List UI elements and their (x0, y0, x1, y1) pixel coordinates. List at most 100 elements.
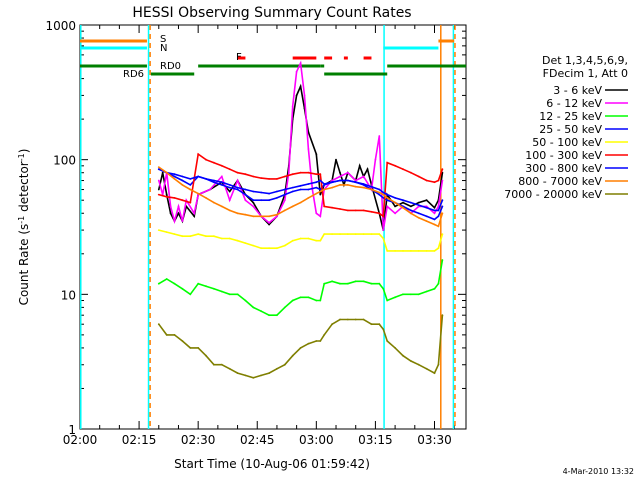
data-point (402, 206, 404, 209)
x-tick-label: 02:15 (122, 433, 157, 447)
data-point (319, 299, 322, 302)
data-point (252, 205, 255, 208)
data-point (283, 188, 286, 191)
data-point (189, 178, 192, 180)
data-point (323, 282, 326, 285)
data-point (181, 287, 184, 290)
data-point (441, 233, 444, 236)
data-point (378, 233, 381, 236)
data-point (295, 70, 298, 73)
data-point (437, 363, 440, 366)
data-point (173, 175, 176, 178)
data-point (303, 94, 306, 97)
data-point (323, 183, 326, 185)
data-point (197, 233, 200, 236)
data-point (433, 212, 436, 215)
data-point (193, 215, 196, 218)
data-point (220, 181, 223, 184)
data-point (283, 209, 286, 212)
data-point (197, 175, 200, 178)
data-point (157, 166, 160, 169)
data-point (252, 190, 255, 193)
data-point (425, 215, 428, 218)
data-point (346, 179, 349, 182)
data-point (346, 184, 349, 186)
data-point (441, 259, 444, 261)
data-point (244, 242, 247, 245)
data-point (346, 209, 349, 212)
data-point (228, 184, 231, 186)
data-point (331, 179, 333, 182)
data-point (260, 310, 263, 313)
data-point (437, 247, 440, 250)
data-point (283, 363, 286, 366)
data-point (209, 188, 211, 191)
data-point (213, 201, 215, 204)
data-point (205, 285, 207, 288)
data-point (169, 205, 172, 208)
data-point (402, 168, 404, 171)
data-point (299, 201, 302, 204)
data-point (382, 237, 385, 240)
y-axis-label-sup-1: -1 (17, 216, 26, 224)
data-point (394, 164, 396, 167)
data-point (433, 209, 436, 212)
data-point (169, 212, 172, 215)
data-point (260, 199, 263, 202)
data-point (205, 158, 207, 161)
data-point (354, 233, 357, 236)
data-point (386, 193, 389, 196)
data-point (189, 347, 192, 349)
data-point (410, 171, 412, 174)
data-point (386, 197, 389, 199)
data-point (189, 235, 192, 238)
data-point (307, 296, 310, 299)
data-point (370, 185, 373, 188)
data-point (425, 367, 428, 370)
data-point (339, 282, 341, 285)
x-axis-label-group: Start Time (10-Aug-06 01:59:42) (174, 457, 370, 471)
data-point (315, 212, 318, 215)
data-point (291, 299, 294, 302)
data-point (157, 323, 160, 326)
data-point (339, 318, 341, 321)
data-point (433, 181, 436, 184)
data-point (339, 179, 341, 182)
data-point (382, 229, 385, 232)
data-point (260, 374, 263, 377)
data-point (213, 161, 215, 164)
data-point (197, 192, 200, 195)
data-point (315, 181, 318, 184)
data-point (437, 282, 440, 285)
data-point (252, 201, 255, 204)
data-point (315, 192, 318, 195)
data-point (299, 171, 302, 174)
data-point (354, 181, 357, 184)
data-point (283, 199, 286, 202)
data-point (410, 209, 412, 212)
data-point (386, 340, 389, 342)
data-point (268, 215, 270, 218)
data-point (197, 282, 200, 285)
data-point (205, 235, 207, 238)
y-tick-label: 10 (61, 288, 76, 302)
data-point (276, 197, 278, 199)
data-point (228, 237, 231, 240)
data-point (193, 212, 196, 215)
data-point (244, 199, 247, 202)
data-point (386, 299, 389, 302)
data-point (268, 199, 270, 202)
data-point (244, 213, 247, 216)
data-point (339, 233, 341, 236)
data-point (339, 175, 341, 178)
data-point (402, 293, 404, 296)
x-axis-label: Start Time (10-Aug-06 01:59:42) (174, 457, 370, 471)
data-point (236, 186, 239, 189)
data-point (402, 201, 404, 204)
series-line (158, 315, 444, 379)
data-point (252, 376, 255, 379)
x-tick-label: 02:30 (181, 433, 216, 447)
data-point (181, 179, 184, 182)
data-point (366, 168, 369, 171)
flag-label-flare: F (236, 52, 242, 63)
